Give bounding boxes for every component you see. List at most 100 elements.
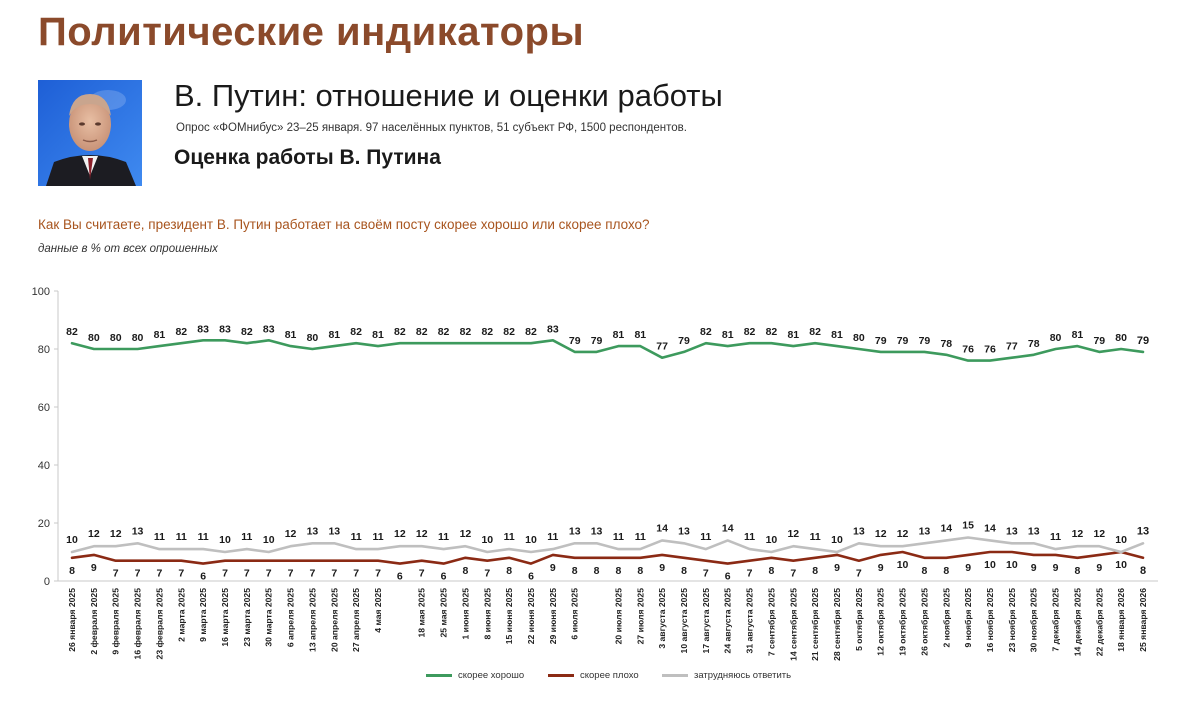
data-label: 11 xyxy=(154,531,165,543)
data-label: 10 xyxy=(831,534,843,546)
data-label: 79 xyxy=(678,335,690,347)
data-label: 14 xyxy=(984,522,996,534)
legend-label-bad: скорее плохо xyxy=(580,670,639,681)
data-label: 8 xyxy=(506,565,512,577)
data-label: 83 xyxy=(263,323,275,335)
x-tick-label: 12 октября 2025 xyxy=(876,588,886,656)
data-label: 11 xyxy=(700,531,711,543)
x-tick-label: 6 апреля 2025 xyxy=(286,588,296,647)
x-tick-label: 31 августа 2025 xyxy=(745,588,755,654)
x-tick-label: 7 декабря 2025 xyxy=(1051,588,1061,652)
x-tick-label: 21 сентября 2025 xyxy=(810,588,820,661)
data-label: 81 xyxy=(613,329,625,341)
data-label: 13 xyxy=(307,525,319,537)
data-label: 83 xyxy=(547,323,559,335)
data-label: 10 xyxy=(1115,534,1127,546)
legend-swatch-unsure xyxy=(662,674,688,677)
data-label: 79 xyxy=(569,335,581,347)
x-tick-label: 9 ноября 2025 xyxy=(963,588,973,648)
data-label: 10 xyxy=(263,534,275,546)
data-label: 9 xyxy=(659,562,665,574)
data-label: 7 xyxy=(113,568,119,580)
data-label: 82 xyxy=(744,326,756,338)
data-label: 13 xyxy=(1028,525,1040,537)
data-label: 81 xyxy=(722,329,734,341)
x-tick-label: 19 октября 2025 xyxy=(898,588,908,656)
legend-swatch-good xyxy=(426,674,452,677)
data-label: 82 xyxy=(66,326,78,338)
survey-note: Опрос «ФОМнибус» 23–25 января. 97 населё… xyxy=(176,122,687,134)
data-label: 12 xyxy=(897,528,909,540)
data-label: 76 xyxy=(962,344,974,356)
data-label: 82 xyxy=(525,326,537,338)
data-label: 82 xyxy=(350,326,362,338)
data-label: 82 xyxy=(416,326,428,338)
data-label: 79 xyxy=(897,335,909,347)
data-label: 79 xyxy=(1093,335,1105,347)
x-tick-label: 18 мая 2025 xyxy=(417,588,427,638)
data-label: 11 xyxy=(635,531,646,543)
data-label: 82 xyxy=(438,326,450,338)
data-label: 7 xyxy=(353,568,359,580)
x-tick-label: 2 марта 2025 xyxy=(176,588,186,642)
data-label: 80 xyxy=(307,332,319,344)
data-label: 7 xyxy=(310,568,316,580)
data-label: 7 xyxy=(419,568,425,580)
data-label: 13 xyxy=(132,525,144,537)
data-label: 81 xyxy=(372,329,384,341)
series-line-0 xyxy=(70,338,1145,362)
data-label: 7 xyxy=(266,568,272,580)
data-label: 9 xyxy=(834,562,840,574)
data-label: 10 xyxy=(481,534,493,546)
data-label: 12 xyxy=(787,528,799,540)
x-tick-label: 20 апреля 2025 xyxy=(329,588,339,652)
data-label: 6 xyxy=(528,571,534,583)
x-tick-label: 9 марта 2025 xyxy=(198,588,208,642)
x-tick-label: 8 июня 2025 xyxy=(482,588,492,640)
data-label: 79 xyxy=(919,335,931,347)
data-label: 11 xyxy=(351,531,362,543)
data-label: 13 xyxy=(328,525,340,537)
section-title: Оценка работы В. Путина xyxy=(174,146,441,169)
data-label: 13 xyxy=(919,525,931,537)
legend: скорее хорошо скорее плохо затрудняюсь о… xyxy=(0,670,1200,688)
legend-item-good: скорее хорошо xyxy=(426,670,524,681)
x-tick-label: 16 февраля 2025 xyxy=(133,588,143,660)
data-label: 11 xyxy=(810,531,821,543)
data-label: 7 xyxy=(331,568,337,580)
data-label: 6 xyxy=(200,571,206,583)
data-label: 81 xyxy=(1072,329,1084,341)
x-tick-label: 29 июня 2025 xyxy=(548,588,558,644)
data-label: 81 xyxy=(831,329,843,341)
data-label: 80 xyxy=(132,332,144,344)
data-label: 7 xyxy=(135,568,141,580)
x-tick-label: 4 мая 2025 xyxy=(373,588,383,633)
data-label: 11 xyxy=(744,531,755,543)
data-label: 79 xyxy=(591,335,603,347)
x-tick-label: 1 июня 2025 xyxy=(460,588,470,640)
data-label: 81 xyxy=(285,329,297,341)
x-tick-label: 26 октября 2025 xyxy=(919,588,929,656)
data-label: 14 xyxy=(656,522,668,534)
x-tick-label: 20 июля 2025 xyxy=(613,588,623,645)
data-label: 10 xyxy=(984,559,996,571)
data-label: 8 xyxy=(812,565,818,577)
data-label: 13 xyxy=(591,525,603,537)
data-label: 7 xyxy=(856,568,862,580)
page-title: Политические индикаторы xyxy=(38,10,585,54)
data-label: 8 xyxy=(681,565,687,577)
data-label: 12 xyxy=(88,528,100,540)
data-label: 8 xyxy=(943,565,949,577)
data-label: 10 xyxy=(1115,559,1127,571)
data-label: 8 xyxy=(922,565,928,577)
x-tick-label: 14 сентября 2025 xyxy=(788,588,798,661)
subtitle: В. Путин: отношение и оценки работы xyxy=(174,78,723,113)
data-label: 81 xyxy=(634,329,646,341)
x-tick-label: 30 ноября 2025 xyxy=(1029,588,1039,652)
y-tick-label: 20 xyxy=(38,518,50,530)
legend-item-unsure: затрудняюсь ответить xyxy=(662,670,791,681)
data-label: 80 xyxy=(88,332,100,344)
x-tick-label: 27 июля 2025 xyxy=(635,588,645,645)
data-label: 9 xyxy=(878,562,884,574)
data-label: 7 xyxy=(157,568,163,580)
